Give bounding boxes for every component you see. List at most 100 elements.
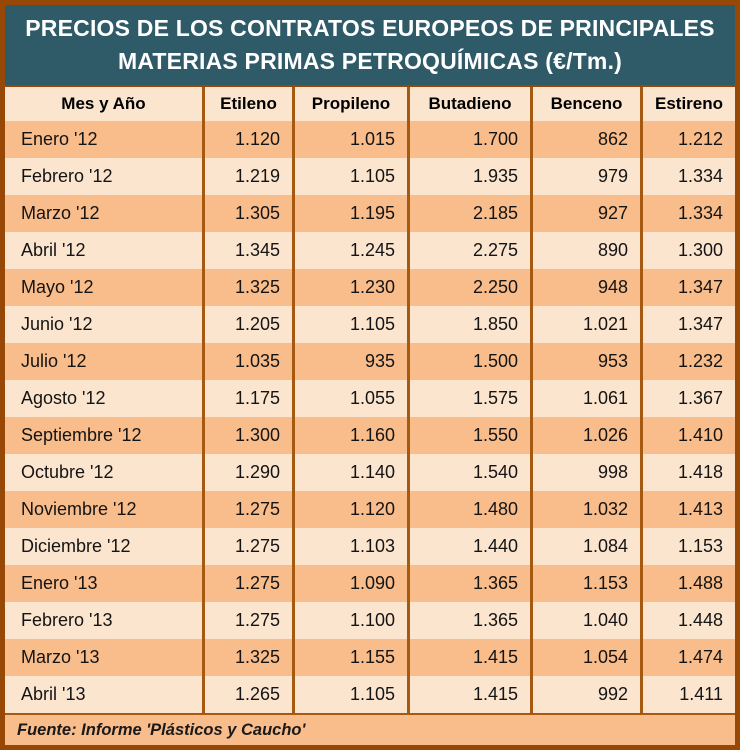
price-cell: 1.021 — [533, 306, 643, 343]
price-cell: 1.212 — [643, 121, 735, 158]
price-cell: 1.448 — [643, 602, 735, 639]
price-cell: 1.120 — [295, 491, 410, 528]
price-cell: 1.105 — [295, 306, 410, 343]
column-header-5: Estireno — [643, 87, 735, 121]
price-cell: 1.275 — [205, 602, 295, 639]
price-cell: 1.195 — [295, 195, 410, 232]
price-cell: 1.103 — [295, 528, 410, 565]
row-month: Junio '12 — [5, 306, 205, 343]
price-cell: 1.219 — [205, 158, 295, 195]
column-header-3: Butadieno — [410, 87, 533, 121]
price-cell: 935 — [295, 343, 410, 380]
row-month: Abril '12 — [5, 232, 205, 269]
price-cell: 2.275 — [410, 232, 533, 269]
row-month: Noviembre '12 — [5, 491, 205, 528]
price-cell: 1.540 — [410, 454, 533, 491]
price-cell: 1.090 — [295, 565, 410, 602]
price-cell: 1.345 — [205, 232, 295, 269]
price-cell: 953 — [533, 343, 643, 380]
price-cell: 1.153 — [643, 528, 735, 565]
price-cell: 1.265 — [205, 676, 295, 713]
price-cell: 1.055 — [295, 380, 410, 417]
price-cell: 1.232 — [643, 343, 735, 380]
price-cell: 1.140 — [295, 454, 410, 491]
row-month: Mayo '12 — [5, 269, 205, 306]
price-cell: 1.300 — [643, 232, 735, 269]
price-cell: 1.367 — [643, 380, 735, 417]
price-cell: 890 — [533, 232, 643, 269]
price-cell: 1.275 — [205, 528, 295, 565]
price-cell: 1.245 — [295, 232, 410, 269]
price-cell: 927 — [533, 195, 643, 232]
price-cell: 1.105 — [295, 676, 410, 713]
source-note: Fuente: Informe 'Plásticos y Caucho' — [5, 713, 735, 745]
row-month: Septiembre '12 — [5, 417, 205, 454]
price-cell: 1.026 — [533, 417, 643, 454]
price-cell: 1.474 — [643, 639, 735, 676]
price-cell: 1.032 — [533, 491, 643, 528]
price-cell: 1.334 — [643, 158, 735, 195]
price-cell: 1.300 — [205, 417, 295, 454]
row-month: Diciembre '12 — [5, 528, 205, 565]
price-cell: 1.365 — [410, 565, 533, 602]
column-header-2: Propileno — [295, 87, 410, 121]
row-month: Enero '13 — [5, 565, 205, 602]
price-cell: 1.160 — [295, 417, 410, 454]
price-cell: 1.153 — [533, 565, 643, 602]
price-cell: 998 — [533, 454, 643, 491]
title-line-1: PRECIOS DE LOS CONTRATOS EUROPEOS DE PRI… — [25, 15, 715, 42]
price-cell: 1.500 — [410, 343, 533, 380]
price-cell: 1.488 — [643, 565, 735, 602]
price-cell: 1.365 — [410, 602, 533, 639]
price-cell: 1.413 — [643, 491, 735, 528]
price-cell: 1.155 — [295, 639, 410, 676]
price-cell: 1.290 — [205, 454, 295, 491]
price-cell: 1.415 — [410, 639, 533, 676]
price-cell: 1.040 — [533, 602, 643, 639]
price-cell: 1.411 — [643, 676, 735, 713]
title-line-2: MATERIAS PRIMAS PETROQUÍMICAS (€/Tm.) — [117, 47, 623, 74]
price-cell: 1.480 — [410, 491, 533, 528]
price-cell: 1.061 — [533, 380, 643, 417]
row-month: Abril '13 — [5, 676, 205, 713]
price-cell: 992 — [533, 676, 643, 713]
row-month: Enero '12 — [5, 121, 205, 158]
row-month: Febrero '13 — [5, 602, 205, 639]
price-cell: 1.550 — [410, 417, 533, 454]
price-cell: 2.250 — [410, 269, 533, 306]
price-cell: 1.418 — [643, 454, 735, 491]
row-month: Agosto '12 — [5, 380, 205, 417]
price-cell: 2.185 — [410, 195, 533, 232]
price-cell: 1.325 — [205, 639, 295, 676]
row-month: Marzo '13 — [5, 639, 205, 676]
price-cell: 1.415 — [410, 676, 533, 713]
price-cell: 1.175 — [205, 380, 295, 417]
price-cell: 1.935 — [410, 158, 533, 195]
price-cell: 1.410 — [643, 417, 735, 454]
row-month: Octubre '12 — [5, 454, 205, 491]
column-header-1: Etileno — [205, 87, 295, 121]
price-cell: 1.230 — [295, 269, 410, 306]
price-cell: 1.054 — [533, 639, 643, 676]
price-cell: 1.325 — [205, 269, 295, 306]
price-cell: 862 — [533, 121, 643, 158]
price-cell: 1.120 — [205, 121, 295, 158]
page-title: PRECIOS DE LOS CONTRATOS EUROPEOS DE PRI… — [5, 5, 735, 87]
price-cell: 979 — [533, 158, 643, 195]
price-cell: 1.275 — [205, 565, 295, 602]
price-cell: 1.100 — [295, 602, 410, 639]
price-cell: 1.440 — [410, 528, 533, 565]
price-cell: 1.850 — [410, 306, 533, 343]
row-month: Febrero '12 — [5, 158, 205, 195]
price-cell: 1.305 — [205, 195, 295, 232]
price-table: Mes y Año Etileno Propileno Butadieno Bencen… — [5, 87, 735, 713]
price-cell: 1.575 — [410, 380, 533, 417]
column-header-0: Mes y Año — [5, 87, 205, 121]
price-cell: 1.205 — [205, 306, 295, 343]
price-cell: 1.035 — [205, 343, 295, 380]
price-cell: 1.347 — [643, 269, 735, 306]
price-cell: 1.105 — [295, 158, 410, 195]
price-cell: 1.334 — [643, 195, 735, 232]
price-cell: 1.700 — [410, 121, 533, 158]
